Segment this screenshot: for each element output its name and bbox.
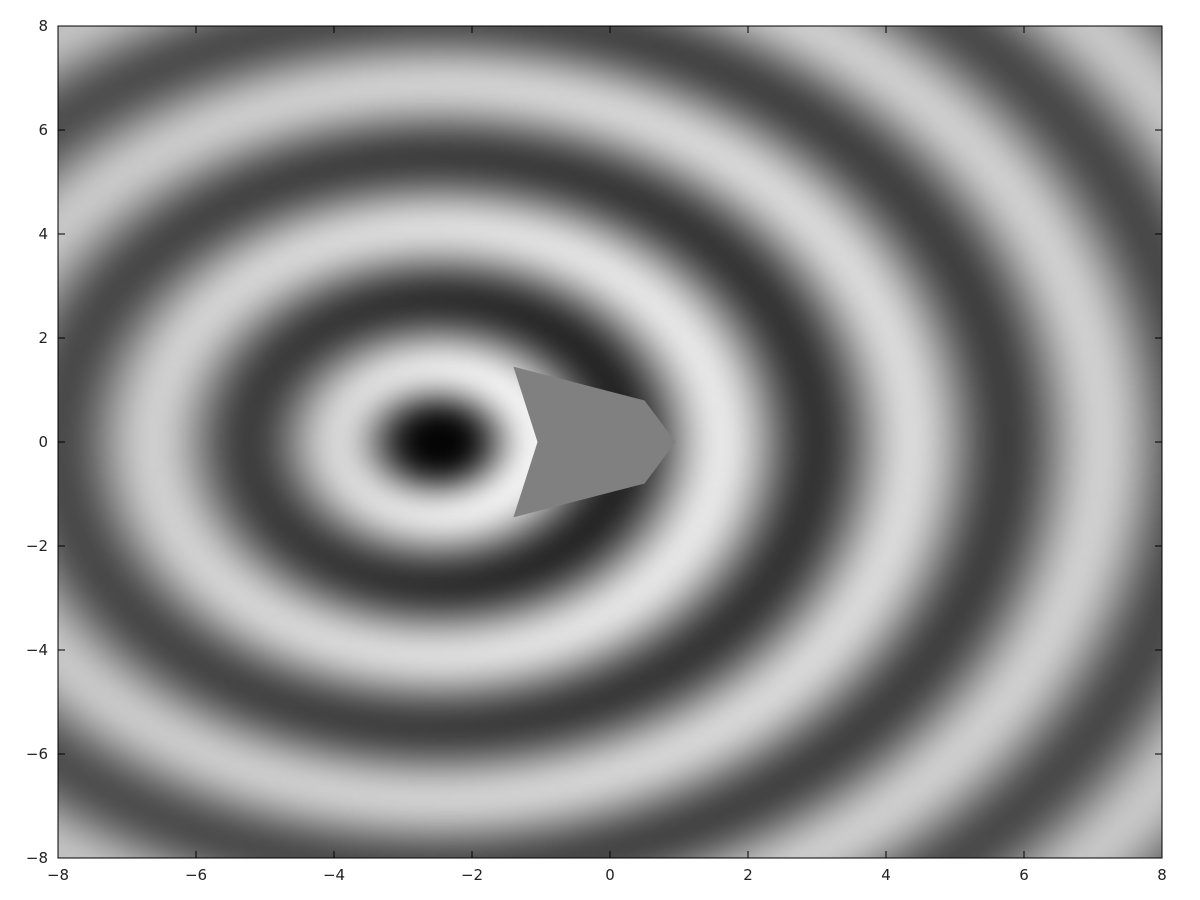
y-tick-label: −8 [26,849,48,867]
y-tick-label: 0 [38,433,48,451]
x-tick-label: −4 [323,866,345,884]
x-tick-label: 8 [1157,866,1167,884]
y-tick-label: 6 [38,121,48,139]
y-tick-label: 2 [38,329,48,347]
x-tick-label: −2 [461,866,483,884]
y-axis: −8 −6 −4 −2 0 2 4 6 8 [26,17,1162,867]
x-tick-label: −8 [47,866,69,884]
scatterer-region [513,366,676,518]
y-tick-label: −4 [26,641,48,659]
y-tick-label: 8 [38,17,48,35]
x-tick-label: 0 [605,866,615,884]
y-tick-label: 4 [38,225,48,243]
x-axis: −8 −6 −4 −2 0 2 4 6 8 [47,26,1167,884]
x-tick-label: −6 [185,866,207,884]
y-tick-label: −2 [26,537,48,555]
y-tick-label: −6 [26,745,48,763]
x-tick-label: 6 [1019,866,1029,884]
x-tick-label: 4 [881,866,891,884]
x-tick-label: 2 [743,866,753,884]
